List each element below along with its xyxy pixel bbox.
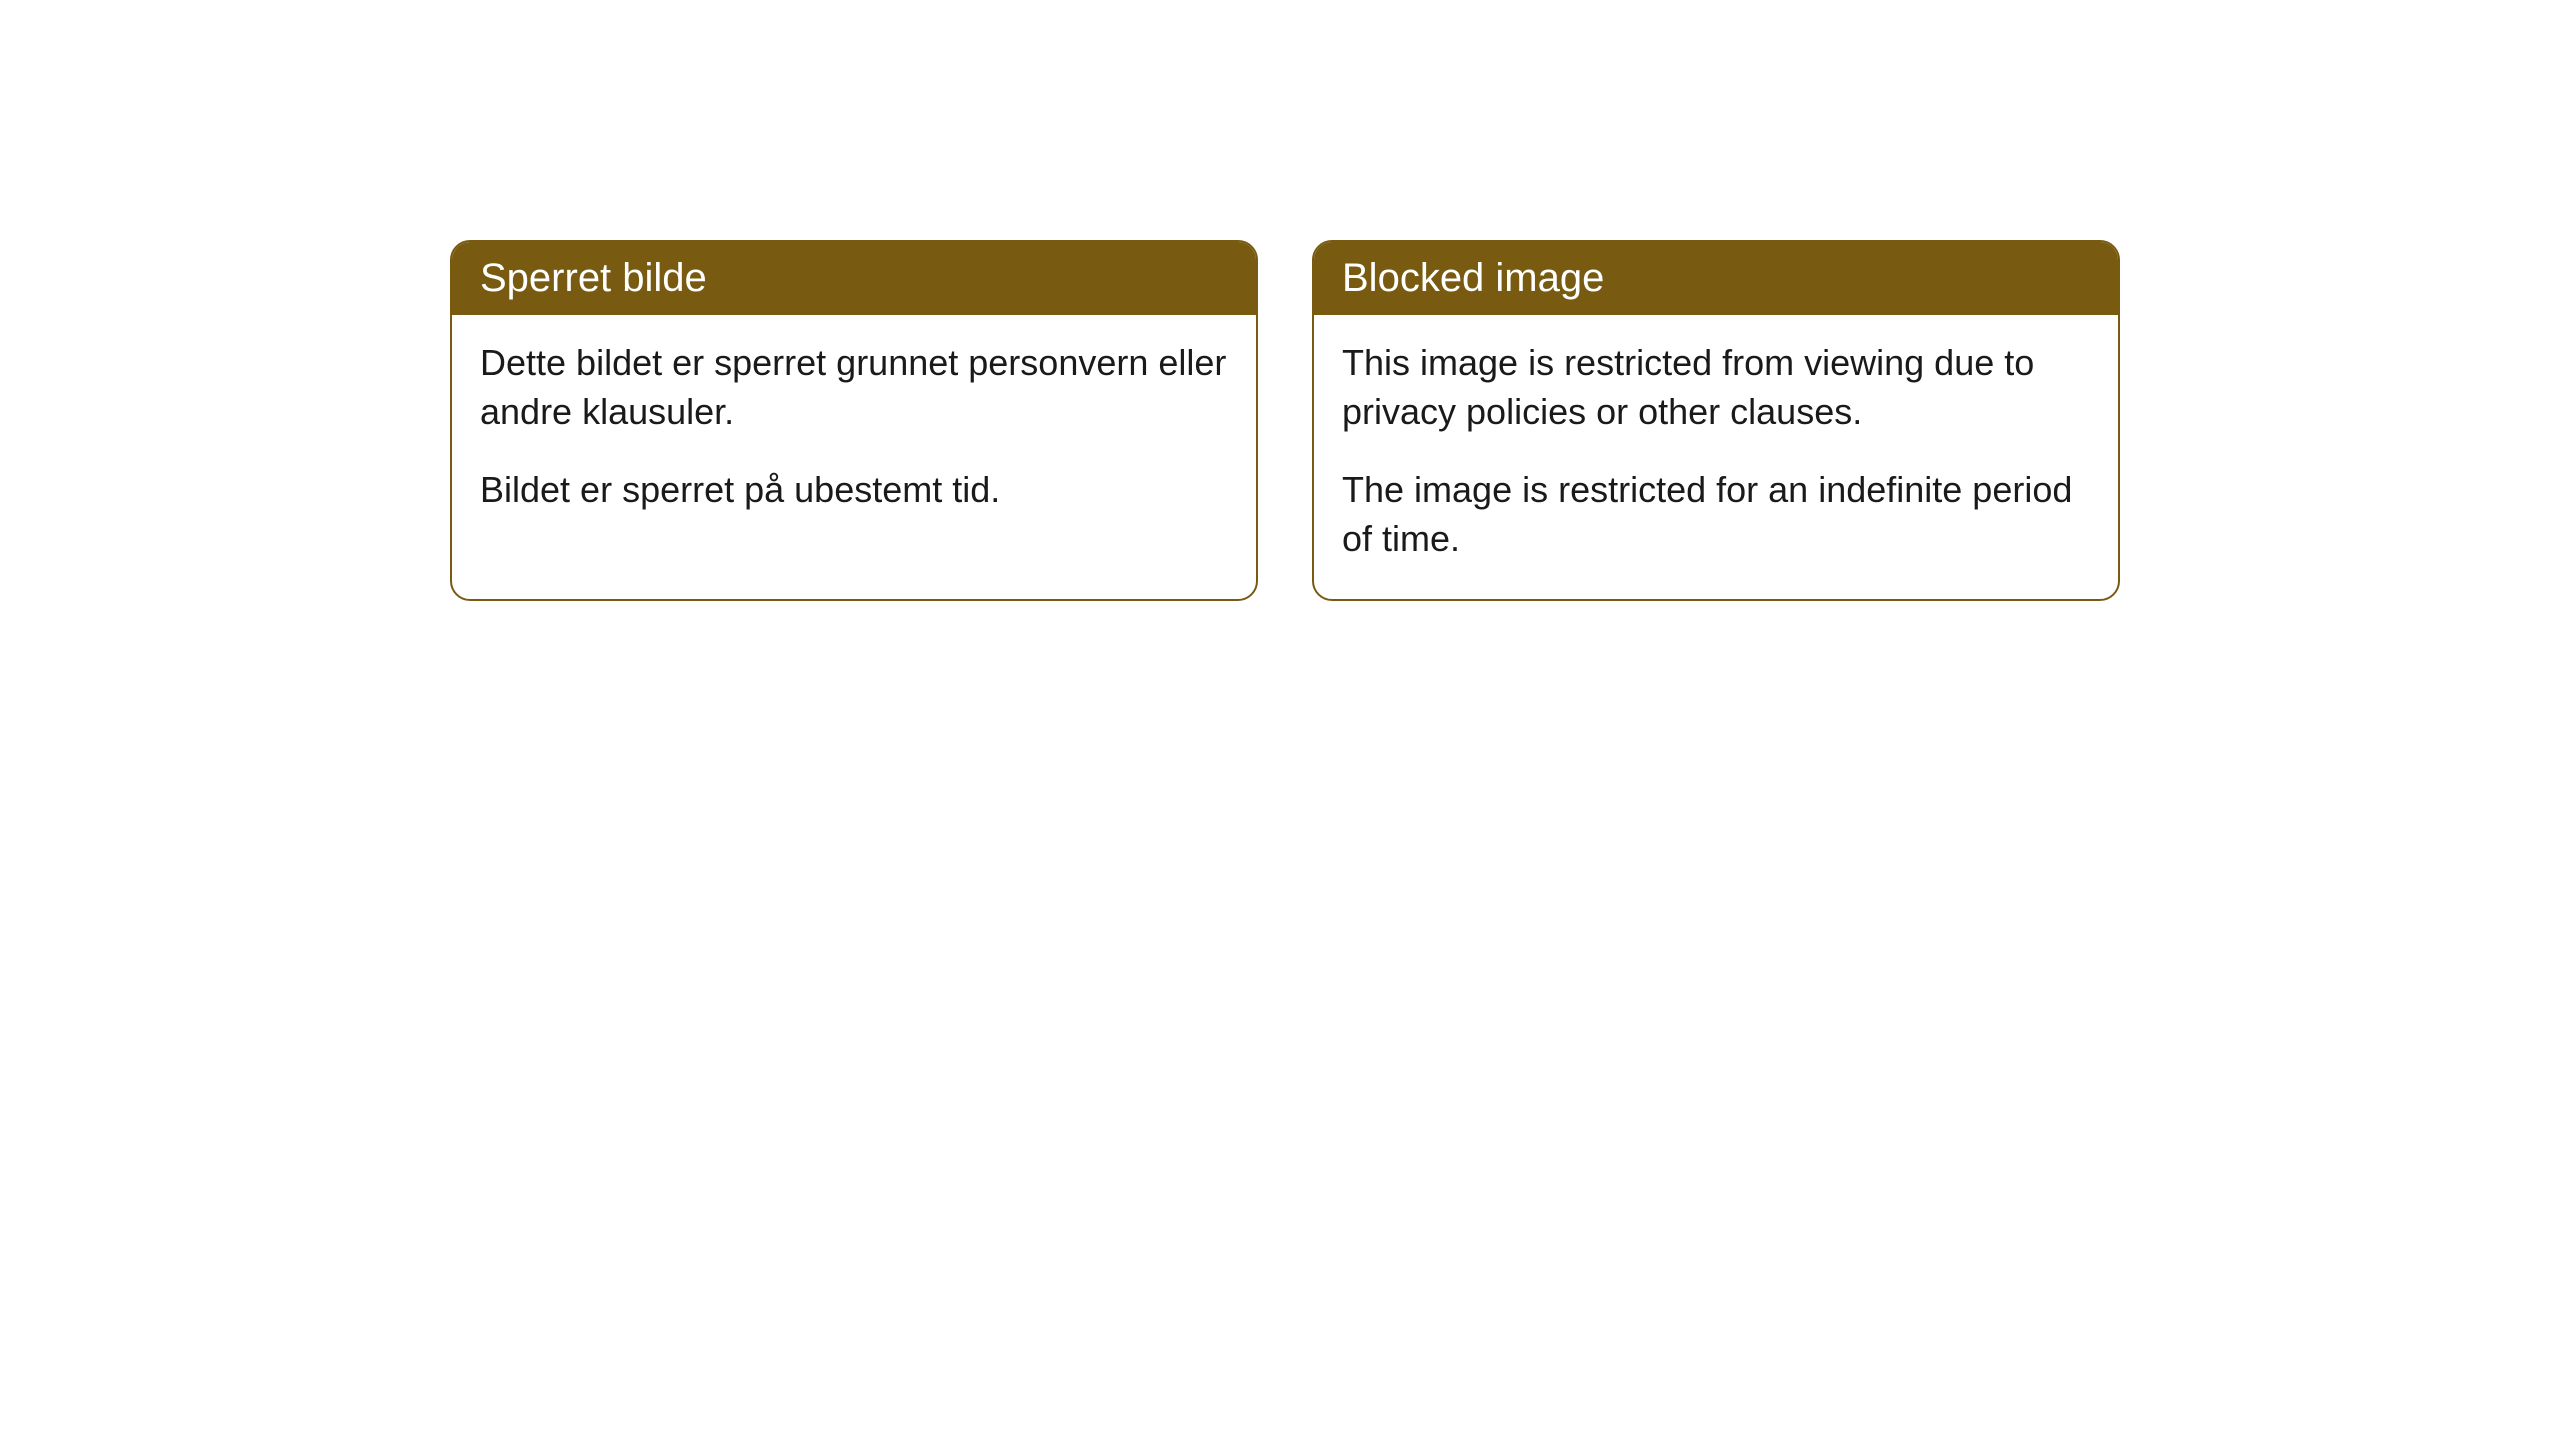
- card-body: This image is restricted from viewing du…: [1314, 315, 2118, 599]
- card-body: Dette bildet er sperret grunnet personve…: [452, 315, 1256, 551]
- card-title: Blocked image: [1314, 242, 2118, 315]
- card-paragraph-2: Bildet er sperret på ubestemt tid.: [480, 466, 1228, 515]
- card-paragraph-1: Dette bildet er sperret grunnet personve…: [480, 339, 1228, 436]
- card-paragraph-1: This image is restricted from viewing du…: [1342, 339, 2090, 436]
- blocked-image-card-norwegian: Sperret bilde Dette bildet er sperret gr…: [450, 240, 1258, 601]
- card-title: Sperret bilde: [452, 242, 1256, 315]
- cards-container: Sperret bilde Dette bildet er sperret gr…: [0, 0, 2560, 601]
- card-paragraph-2: The image is restricted for an indefinit…: [1342, 466, 2090, 563]
- blocked-image-card-english: Blocked image This image is restricted f…: [1312, 240, 2120, 601]
